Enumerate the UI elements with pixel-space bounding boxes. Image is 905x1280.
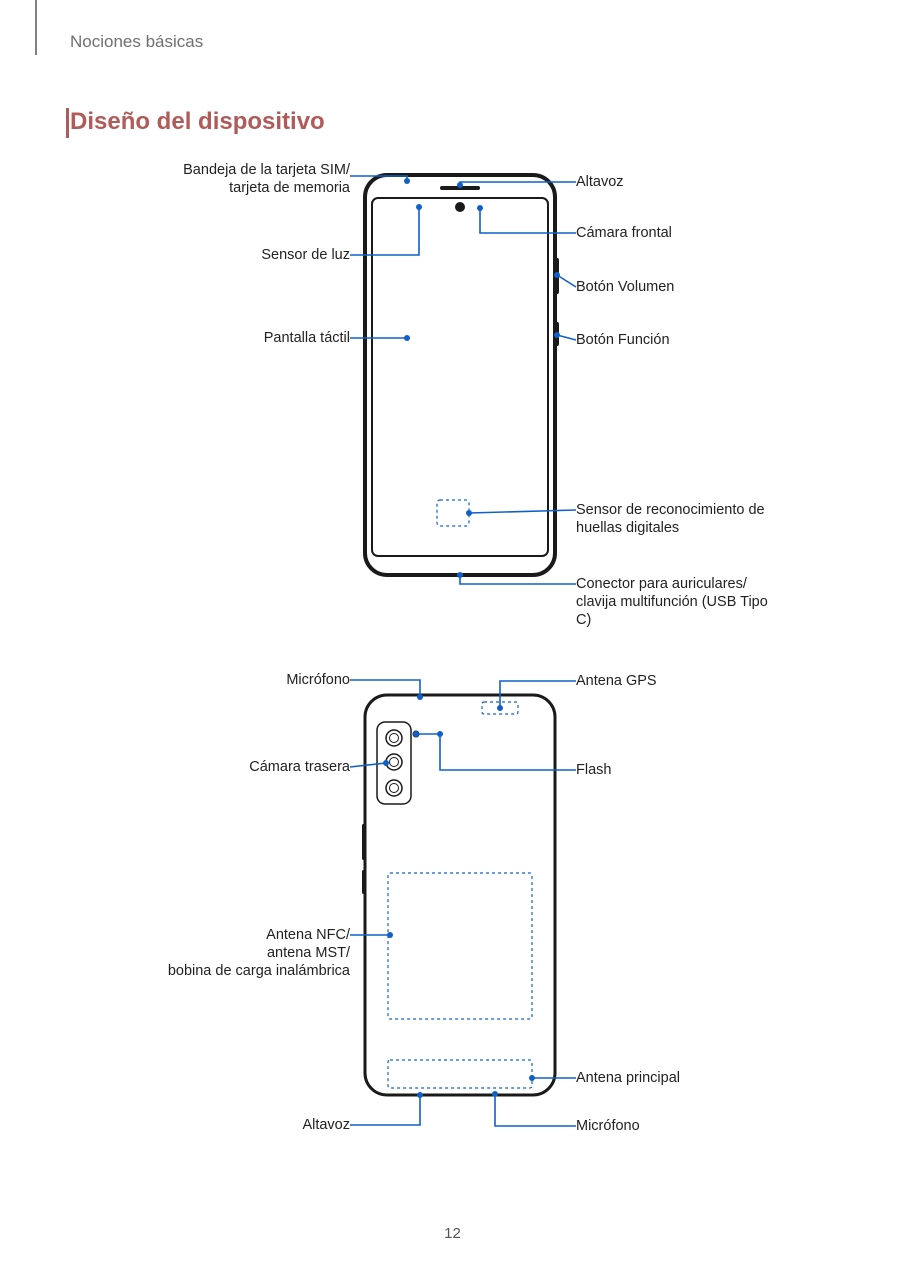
label-back-mic_bot: Micrófono bbox=[576, 1117, 640, 1135]
label-back-gps: Antena GPS bbox=[576, 672, 657, 690]
label-front-touch: Pantalla táctil bbox=[264, 329, 350, 347]
label-back-rearcam: Cámara trasera bbox=[249, 758, 350, 776]
label-back-mic_top: Micrófono bbox=[286, 671, 350, 689]
label-front-frontcam: Cámara frontal bbox=[576, 224, 672, 242]
page-number: 12 bbox=[0, 1225, 905, 1242]
label-back-flash: Flash bbox=[576, 761, 611, 779]
label-front-usb: Conector para auriculares/ clavija multi… bbox=[576, 575, 776, 629]
label-back-mainant: Antena principal bbox=[576, 1069, 680, 1087]
label-front-light: Sensor de luz bbox=[261, 246, 350, 264]
label-front-volume: Botón Volumen bbox=[576, 278, 674, 296]
label-front-speaker: Altavoz bbox=[576, 173, 624, 191]
label-front-sim: Bandeja de la tarjeta SIM/tarjeta de mem… bbox=[183, 161, 350, 197]
label-back-nfc: Antena NFC/antena MST/bobina de carga in… bbox=[168, 926, 350, 980]
label-front-fp: Sensor de reconocimiento de huellas digi… bbox=[576, 501, 776, 537]
device-diagram bbox=[0, 0, 905, 1280]
label-front-func: Botón Función bbox=[576, 331, 670, 349]
label-back-spk_bot: Altavoz bbox=[302, 1116, 350, 1134]
